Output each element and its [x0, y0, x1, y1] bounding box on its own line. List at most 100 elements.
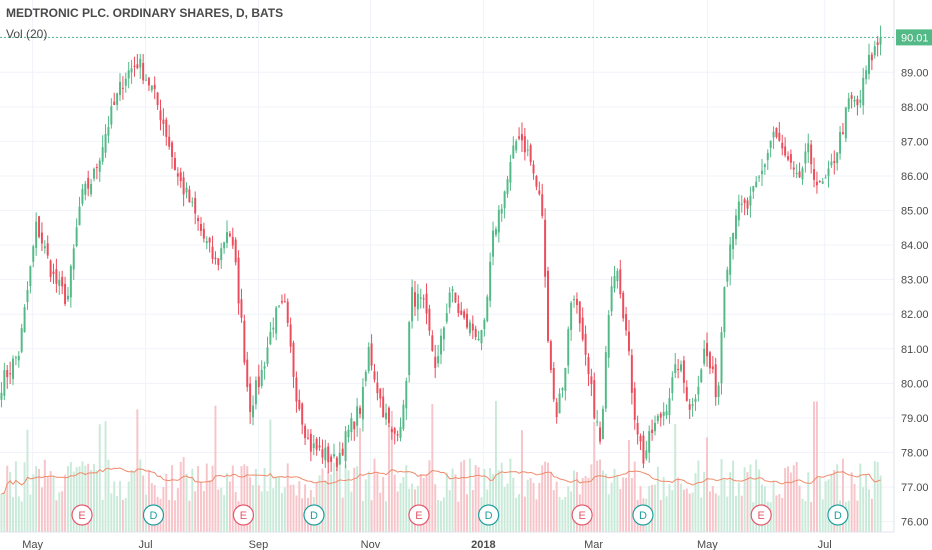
- volume-bar: [833, 469, 836, 532]
- candlestick: [440, 328, 442, 365]
- volume-bar: [341, 497, 344, 532]
- volume-bar: [659, 499, 662, 532]
- x-tick-label: Sep: [249, 539, 269, 550]
- candlestick: [616, 268, 619, 289]
- event-marker-label: E: [240, 510, 247, 522]
- volume-bar: [119, 480, 121, 532]
- volume-bar: [139, 459, 142, 532]
- candlestick: [387, 406, 390, 428]
- candlestick: [12, 355, 14, 386]
- candlestick: [278, 305, 281, 309]
- candlestick: [688, 398, 691, 420]
- volume-bar: [113, 481, 116, 532]
- volume-bar: [538, 482, 541, 532]
- time-axis[interactable]: May Jul Sep Nov 2018 Mar May Jul: [0, 531, 894, 550]
- event-marker-label: D: [639, 510, 647, 522]
- volume-bar: [379, 492, 382, 532]
- volume-bar: [625, 477, 628, 532]
- dividend-marker[interactable]: D: [478, 504, 500, 526]
- candlestick: [532, 160, 535, 180]
- volume-bar: [630, 477, 633, 532]
- y-tick-label: 87.00: [901, 136, 929, 148]
- volume-moving-average-line: [1, 467, 881, 495]
- last-price-label: 90.01: [896, 29, 932, 46]
- candlestick: [457, 295, 460, 317]
- candlestick: [497, 205, 500, 243]
- candlestick: [792, 161, 795, 178]
- candlestick: [581, 307, 584, 342]
- volume-bar: [697, 460, 700, 532]
- candlestick: [813, 157, 816, 188]
- candlestick: [471, 315, 474, 340]
- volume-bar: [127, 481, 130, 532]
- volume-bar: [627, 439, 630, 532]
- volume-bar: [64, 474, 67, 532]
- candlestick: [668, 387, 671, 424]
- volume-bar: [503, 487, 506, 532]
- dividend-marker[interactable]: D: [632, 504, 654, 526]
- volume-bar: [619, 489, 622, 532]
- volume-bar: [564, 496, 567, 532]
- candlestick: [20, 323, 23, 354]
- dividend-marker[interactable]: D: [142, 504, 165, 526]
- candlestick: [23, 304, 26, 333]
- candlestick: [648, 425, 651, 463]
- price-axis[interactable]: 76.00 77.00 78.00 79.00 80.00 81.00 82.00 83.00…: [893, 0, 929, 532]
- candlestick: [113, 92, 116, 106]
- dividend-marker[interactable]: D: [303, 504, 325, 526]
- candlestick: [197, 215, 200, 231]
- volume-bar: [434, 484, 437, 532]
- candlestick: [159, 99, 162, 131]
- candlestick: [454, 292, 457, 304]
- candlestick: [220, 242, 223, 269]
- volume-bar: [359, 427, 362, 532]
- candlestick: [61, 270, 64, 295]
- earnings-marker[interactable]: E: [571, 504, 593, 526]
- volume-bar: [691, 492, 694, 532]
- volume-indicator-label[interactable]: Vol (20): [6, 27, 47, 41]
- candlestick: [263, 361, 266, 380]
- candlestick: [425, 283, 428, 325]
- volume-bar: [468, 458, 471, 532]
- earnings-marker[interactable]: E: [408, 504, 430, 526]
- earnings-marker[interactable]: E: [71, 504, 93, 526]
- volume-bar: [3, 492, 6, 532]
- volume-bar: [633, 461, 636, 532]
- volume-bar: [14, 461, 17, 532]
- candlestick: [746, 197, 749, 216]
- candlestick: [188, 185, 191, 203]
- volume-bar: [318, 475, 321, 532]
- candlestick: [575, 292, 578, 314]
- candlestick: [633, 382, 636, 430]
- volume-bar: [266, 490, 269, 532]
- candlestick: [726, 266, 729, 288]
- candlestick: [665, 404, 668, 420]
- volume-bar: [810, 502, 813, 532]
- volume-bar: [575, 472, 578, 532]
- candlestick: [859, 89, 862, 108]
- volume-bar: [489, 468, 492, 532]
- candlestick: [214, 251, 217, 265]
- x-tick-label: Jul: [138, 539, 152, 550]
- candlestick: [289, 317, 292, 353]
- volume-bar: [121, 499, 124, 532]
- candlestick: [286, 298, 289, 327]
- candlestick: [275, 305, 278, 341]
- candlestick: [327, 442, 330, 474]
- candlestick: [584, 325, 587, 366]
- earnings-marker[interactable]: E: [232, 504, 255, 526]
- volume-bar: [182, 457, 185, 532]
- volume-bar: [596, 460, 599, 532]
- volume-bar: [72, 471, 75, 532]
- dividend-marker[interactable]: D: [827, 504, 849, 526]
- volume-bar: [278, 476, 281, 532]
- earnings-marker[interactable]: E: [750, 504, 772, 526]
- candlestick: [101, 135, 104, 165]
- volume-bar: [61, 491, 64, 532]
- candlestick: [139, 53, 142, 80]
- candlestick: [431, 330, 434, 352]
- volume-bar: [130, 469, 133, 532]
- candlestick: [252, 395, 255, 426]
